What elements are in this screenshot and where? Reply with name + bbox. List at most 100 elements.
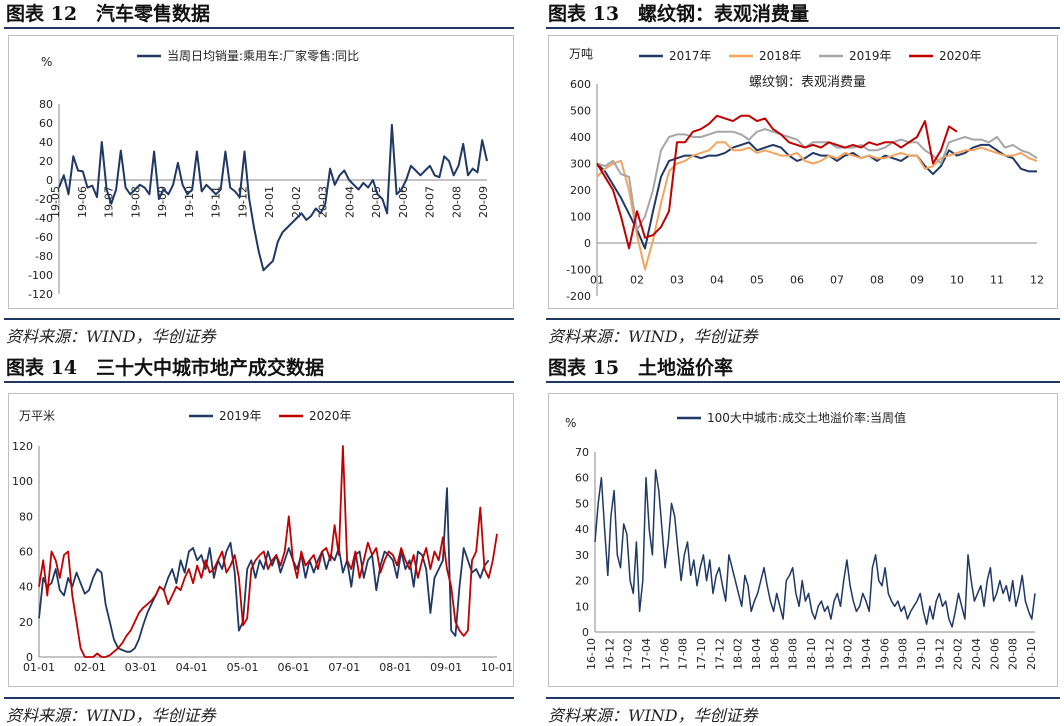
c12-xtick-13: 20-06 xyxy=(397,186,410,218)
c15-xtick-21: 20-04 xyxy=(970,638,983,670)
c15-xtick-7: 17-12 xyxy=(713,638,726,670)
c15-ytick-6: 60 xyxy=(575,472,589,485)
c14-series-line-1 xyxy=(38,445,498,658)
source-14: 资料来源：WIND，华创证券 xyxy=(6,706,216,725)
c13-ytick-3: 100 xyxy=(570,211,591,224)
c12-ytick-6: 0 xyxy=(46,174,53,187)
c15-ytick-0: 0 xyxy=(582,626,589,639)
c13-xtick-0: 01 xyxy=(590,274,604,287)
c12-ytick-0: -120 xyxy=(28,288,53,301)
c12-ytick-10: 80 xyxy=(39,98,53,111)
c14-xtick-1: 02-01 xyxy=(74,661,106,674)
c14-legend-label-1: 2020年 xyxy=(309,409,352,423)
chart-14-svg: 万平米 0 20 40 60 80 100 120 01-01 02-01 03-01 04-01 05… xyxy=(12,409,513,674)
c13-xtick-7: 08 xyxy=(870,274,884,287)
c13-ytick-6: 400 xyxy=(570,131,591,144)
c12-ytick-7: 20 xyxy=(39,155,53,168)
title-rule-14 xyxy=(4,381,514,383)
c15-xtick-22: 20-06 xyxy=(988,638,1001,670)
chart-panel-13: 万吨 -200 -100 0 100 200 300 400 500 600 01 02 03 04 05 0… xyxy=(548,35,1058,309)
c15-xtick-14: 19-02 xyxy=(842,638,855,670)
c12-xtick-0: 19-05 xyxy=(49,186,62,218)
c13-xtick-11: 12 xyxy=(1030,274,1044,287)
chart-13-svg: 万吨 -200 -100 0 100 200 300 400 500 600 01 02 03 04 05 0… xyxy=(566,47,1044,303)
c13-xtick-6: 07 xyxy=(830,274,844,287)
c15-xtick-4: 17-06 xyxy=(658,638,671,670)
c12-ytick-4: -40 xyxy=(35,212,53,225)
c13-ytick-8: 600 xyxy=(570,78,591,91)
c15-xtick-13: 18-12 xyxy=(823,638,836,670)
c13-xtick-4: 05 xyxy=(750,274,764,287)
c12-xtick-15: 20-08 xyxy=(450,186,463,218)
c13-series-line-3 xyxy=(596,114,958,250)
c13-ytick-0: -200 xyxy=(566,290,591,303)
title-rule-15 xyxy=(546,381,1060,383)
title-rule-13 xyxy=(546,27,1060,29)
c14-ytick-6: 120 xyxy=(12,440,33,453)
c14-ylabel: 万平米 xyxy=(19,409,55,423)
c14-xtick-3: 04-01 xyxy=(176,661,208,674)
c14-legend-label-0: 2019年 xyxy=(219,409,262,423)
c15-xtick-10: 18-06 xyxy=(768,638,781,670)
source-rule-12 xyxy=(4,318,514,320)
c13-ylabel: 万吨 xyxy=(569,47,593,61)
c13-overlay-title: 螺纹钢：表观消费量 xyxy=(749,75,866,90)
source-rule-14 xyxy=(4,697,514,699)
c15-xtick-0: 16-10 xyxy=(585,638,598,670)
c14-xtick-9: 10-01 xyxy=(481,661,513,674)
c13-legend-label-2: 2019年 xyxy=(849,49,892,63)
c15-xtick-6: 17-10 xyxy=(695,638,708,670)
c14-xtick-8: 09-01 xyxy=(430,661,462,674)
c15-xtick-1: 16-12 xyxy=(603,638,616,670)
c12-series-line-0 xyxy=(58,123,488,272)
c14-ytick-4: 80 xyxy=(19,510,33,523)
c12-xtick-11: 20-04 xyxy=(343,186,356,218)
c15-xtick-2: 17-02 xyxy=(622,638,635,670)
title-chart-13: 图表 13 螺纹钢：表观消费量 xyxy=(548,3,810,25)
c12-xtick-8: 20-01 xyxy=(263,186,276,218)
c14-series-line-0 xyxy=(38,487,490,653)
c13-series-line-2 xyxy=(596,128,1038,231)
c15-ytick-3: 30 xyxy=(575,549,589,562)
c13-legend-label-1: 2018年 xyxy=(759,49,802,63)
c14-xtick-2: 03-01 xyxy=(125,661,157,674)
c12-xtick-1: 19-06 xyxy=(76,186,89,218)
c12-ytick-2: -80 xyxy=(35,250,53,263)
c15-xtick-19: 19-12 xyxy=(933,638,946,670)
c13-xtick-8: 09 xyxy=(910,274,924,287)
source-12: 资料来源：WIND，华创证券 xyxy=(6,327,216,346)
c13-legend-label-3: 2020年 xyxy=(939,49,982,63)
c13-xtick-3: 04 xyxy=(710,274,724,287)
c14-xtick-5: 06-01 xyxy=(277,661,309,674)
source-rule-13 xyxy=(546,318,1060,320)
c15-ytick-5: 50 xyxy=(575,497,589,510)
c12-xtick-9: 20-02 xyxy=(290,186,303,218)
c15-xtick-3: 17-04 xyxy=(640,638,653,670)
c15-xtick-5: 17-08 xyxy=(677,638,690,670)
c13-xtick-2: 03 xyxy=(670,274,684,287)
c15-xtick-9: 18-04 xyxy=(750,638,763,670)
c13-xtick-9: 10 xyxy=(950,274,964,287)
title-chart-14: 图表 14 三十大中城市地产成交数据 xyxy=(6,357,325,379)
c12-xtick-14: 20-07 xyxy=(424,186,437,218)
c14-xtick-6: 07-01 xyxy=(328,661,360,674)
c13-series-line-0 xyxy=(596,141,1037,250)
c14-xtick-7: 08-01 xyxy=(379,661,411,674)
c13-xtick-5: 06 xyxy=(790,274,804,287)
c15-ytick-2: 20 xyxy=(575,575,589,588)
c13-ytick-5: 300 xyxy=(570,158,591,171)
c15-ylabel: % xyxy=(565,416,576,430)
c15-xtick-11: 18-08 xyxy=(787,638,800,670)
c13-ytick-4: 200 xyxy=(570,184,591,197)
c14-ytick-5: 100 xyxy=(12,475,33,488)
c12-ytick-1: -100 xyxy=(28,269,53,282)
c15-xtick-24: 20-10 xyxy=(1025,638,1038,670)
chart-panel-14: 万平米 0 20 40 60 80 100 120 01-01 02-01 03-01 04-01 05… xyxy=(8,393,514,687)
c12-ytick-9: 60 xyxy=(39,117,53,130)
c13-xtick-10: 11 xyxy=(990,274,1004,287)
chart-12-svg: % -120 -100 -80 -60 -40 -20 0 20 40 60 80 19-05 19-06… xyxy=(28,48,490,301)
c15-xtick-12: 18-10 xyxy=(805,638,818,670)
c15-xtick-20: 20-02 xyxy=(952,638,965,670)
source-15: 资料来源：WIND，华创证券 xyxy=(548,706,758,725)
title-chart-15: 图表 15 土地溢价率 xyxy=(548,357,734,379)
